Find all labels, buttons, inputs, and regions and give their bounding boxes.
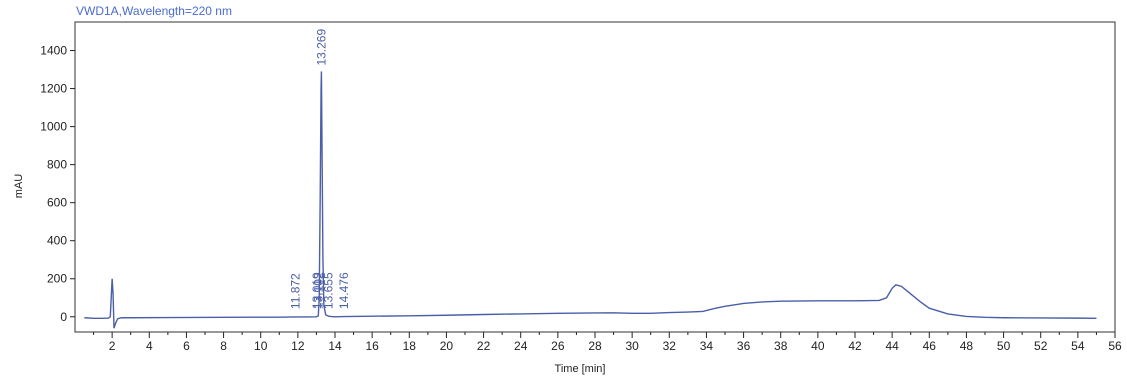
x-axis: 2 4 6 8 10 12 14 16 18 20 22 24 26 28 30 32 34 36 38 40 42 44… <box>93 332 1122 353</box>
x-tick-label: 26 <box>551 339 565 353</box>
x-tick-label: 56 <box>1108 339 1122 353</box>
chromatogram-trace <box>84 71 1097 329</box>
x-tick-label: 8 <box>220 339 227 353</box>
x-tick-label: 16 <box>365 339 379 353</box>
y-axis-label: mAU <box>13 174 25 199</box>
x-tick-label: 50 <box>997 339 1011 353</box>
x-tick-label: 54 <box>1071 339 1085 353</box>
peak-label: 13.269 <box>314 29 328 66</box>
x-tick-label: 10 <box>254 339 268 353</box>
x-tick-label: 38 <box>774 339 788 353</box>
peak-label: 13.019 <box>310 272 324 309</box>
x-tick-label: 40 <box>811 339 825 353</box>
y-axis: 0 200 400 600 800 1000 1200 1400 <box>40 44 75 324</box>
y-tick-label: 400 <box>47 234 67 248</box>
x-tick-label: 44 <box>885 339 899 353</box>
x-tick-label: 42 <box>848 339 862 353</box>
x-axis-label: Time [min] <box>555 363 606 375</box>
x-tick-label: 6 <box>183 339 190 353</box>
y-tick-label: 0 <box>60 310 67 324</box>
x-tick-label: 32 <box>663 339 677 353</box>
x-tick-label: 18 <box>403 339 417 353</box>
peak-label: 11.872 <box>288 273 302 309</box>
x-tick-label: 12 <box>291 339 305 353</box>
chart-title: VWD1A,Wavelength=220 nm <box>76 4 232 18</box>
x-tick-label: 4 <box>146 339 153 353</box>
x-tick-label: 20 <box>440 339 454 353</box>
peak-label: 13.655 <box>322 272 336 309</box>
x-tick-label: 30 <box>625 339 639 353</box>
x-tick-label: 28 <box>588 339 602 353</box>
x-tick-label: 34 <box>700 339 714 353</box>
x-tick-label: 22 <box>477 339 491 353</box>
x-tick-label: 48 <box>960 339 974 353</box>
y-tick-label: 200 <box>47 272 67 286</box>
x-tick-label: 14 <box>328 339 342 353</box>
x-tick-label: 46 <box>923 339 937 353</box>
x-tick-label: 2 <box>109 339 116 353</box>
y-tick-label: 1400 <box>40 44 67 58</box>
y-tick-label: 600 <box>47 196 67 210</box>
x-tick-label: 24 <box>514 339 528 353</box>
plot-frame <box>74 21 1116 333</box>
peak-label: 13.102 <box>311 272 325 309</box>
y-tick-label: 1000 <box>40 120 67 134</box>
y-tick-label: 800 <box>47 158 67 172</box>
y-tick-label: 1200 <box>40 82 67 96</box>
peak-label: 14.476 <box>337 272 351 309</box>
x-tick-label: 36 <box>737 339 751 353</box>
x-tick-label: 52 <box>1034 339 1048 353</box>
